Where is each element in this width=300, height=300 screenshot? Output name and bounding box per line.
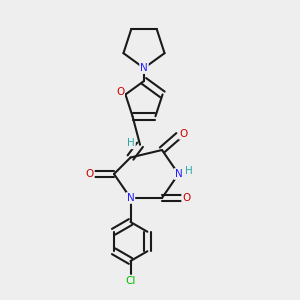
Text: O: O bbox=[179, 129, 188, 139]
Text: O: O bbox=[182, 193, 190, 203]
Text: O: O bbox=[85, 169, 94, 179]
Text: N: N bbox=[175, 169, 182, 179]
Text: O: O bbox=[116, 87, 124, 97]
Text: Cl: Cl bbox=[125, 275, 136, 286]
Text: N: N bbox=[140, 63, 148, 73]
Text: H: H bbox=[185, 166, 193, 176]
Text: N: N bbox=[127, 193, 134, 203]
Text: H: H bbox=[127, 138, 135, 148]
